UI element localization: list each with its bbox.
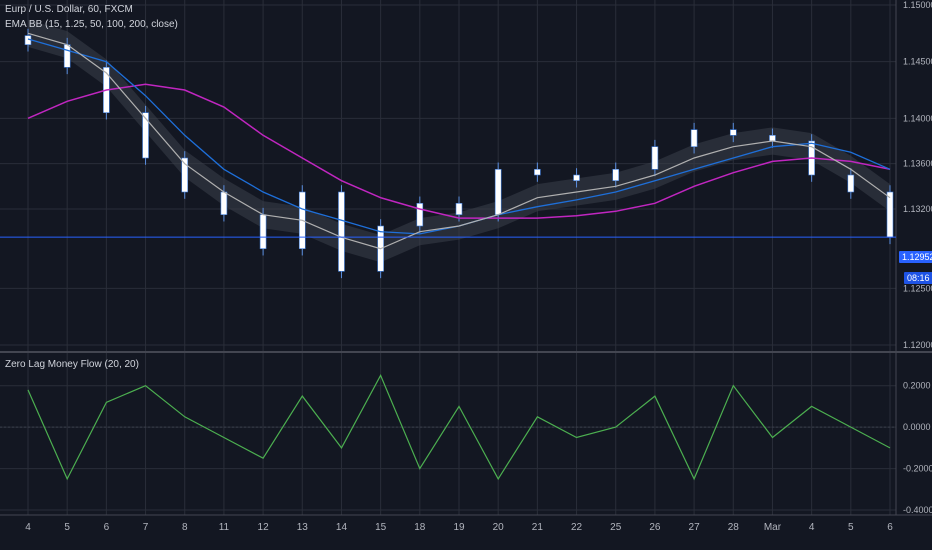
time-tick-label: 27 [689, 522, 701, 533]
time-tick-label: 4 [25, 522, 31, 533]
candle-body [220, 191, 228, 215]
grid [0, 0, 896, 515]
candle-body [886, 191, 894, 238]
time-tick-label: 19 [453, 522, 465, 533]
oscillator-tick-label: -0.4000 [903, 505, 932, 515]
chart-title: Eurp / U.S. Dollar, 60, FXCM [5, 4, 133, 15]
time-tick-label: 5 [848, 522, 854, 533]
money-flow-line [27, 374, 891, 481]
time-tick-label: 13 [297, 522, 309, 533]
price-tick-label: 1.12500 [903, 283, 932, 293]
time-tick-label: 6 [887, 522, 893, 533]
time-tick-label: 21 [532, 522, 544, 533]
candle-body [573, 174, 580, 181]
candle-body [769, 135, 776, 142]
candle-body [534, 169, 541, 176]
time-tick-label: 18 [414, 522, 426, 533]
time-axis: 4 5 6 7 8 11 12 13 14 15 18 19 20 21 22 25 26 27 28 Mar 4 5 6 [25, 522, 893, 533]
time-tick-label: 4 [809, 522, 815, 533]
time-tick-label: 8 [182, 522, 188, 533]
time-tick-label: 22 [571, 522, 583, 533]
time-tick-label: 5 [64, 522, 70, 533]
oscillator-tick-label: 0.2000 [903, 381, 931, 391]
price-axis: 1.15000 1.14500 1.14000 1.13600 1.13200 1.125… [903, 0, 932, 350]
candle-body [690, 129, 698, 147]
time-tick-label: 12 [258, 522, 270, 533]
time-tick-label: 26 [649, 522, 661, 533]
candle-body [63, 44, 71, 68]
bollinger-band [28, 19, 890, 263]
oscillator-indicator-label[interactable]: Zero Lag Money Flow (20, 20) [5, 359, 139, 370]
countdown-badge: 08:16 [904, 272, 932, 284]
candle-body [612, 169, 620, 181]
candle-body [651, 146, 659, 170]
time-tick-label: 11 [219, 522, 230, 533]
price-tick-label: 1.14500 [903, 57, 932, 67]
oscillator-axis: 0.2000 0.0000 -0.2000 -0.4000 [903, 381, 932, 515]
ema-200-line [27, 83, 891, 219]
candle-body [416, 203, 424, 227]
oscillator-tick-label: 0.0000 [903, 422, 931, 432]
candle-body [729, 129, 737, 136]
candle-body [847, 174, 855, 193]
candle-body [142, 112, 149, 159]
candle-body [338, 191, 345, 272]
price-tick-label: 1.14000 [903, 113, 932, 123]
main-indicator-label[interactable]: EMA BB (15, 1.25, 50, 100, 200, close) [5, 19, 178, 30]
time-tick-label: 14 [336, 522, 348, 533]
time-tick-label: 28 [728, 522, 740, 533]
ema-50-line [27, 32, 891, 250]
time-tick-label: 25 [610, 522, 622, 533]
candle-body [259, 214, 267, 249]
candle-body [455, 203, 463, 215]
candle-body [494, 169, 502, 215]
candle-body [181, 157, 189, 193]
price-tick-label: 1.15000 [903, 0, 932, 10]
time-tick-label: Mar [764, 522, 782, 533]
time-tick-label: 15 [375, 522, 387, 533]
time-tick-label: 6 [104, 522, 110, 533]
price-tick-label: 1.13200 [903, 204, 932, 214]
time-tick-label: 7 [143, 522, 149, 533]
oscillator-tick-label: -0.2000 [903, 464, 932, 474]
time-tick-label: 20 [493, 522, 505, 533]
last-price-badge: 1.12952 [899, 251, 932, 263]
price-tick-label: 1.13600 [903, 159, 932, 169]
